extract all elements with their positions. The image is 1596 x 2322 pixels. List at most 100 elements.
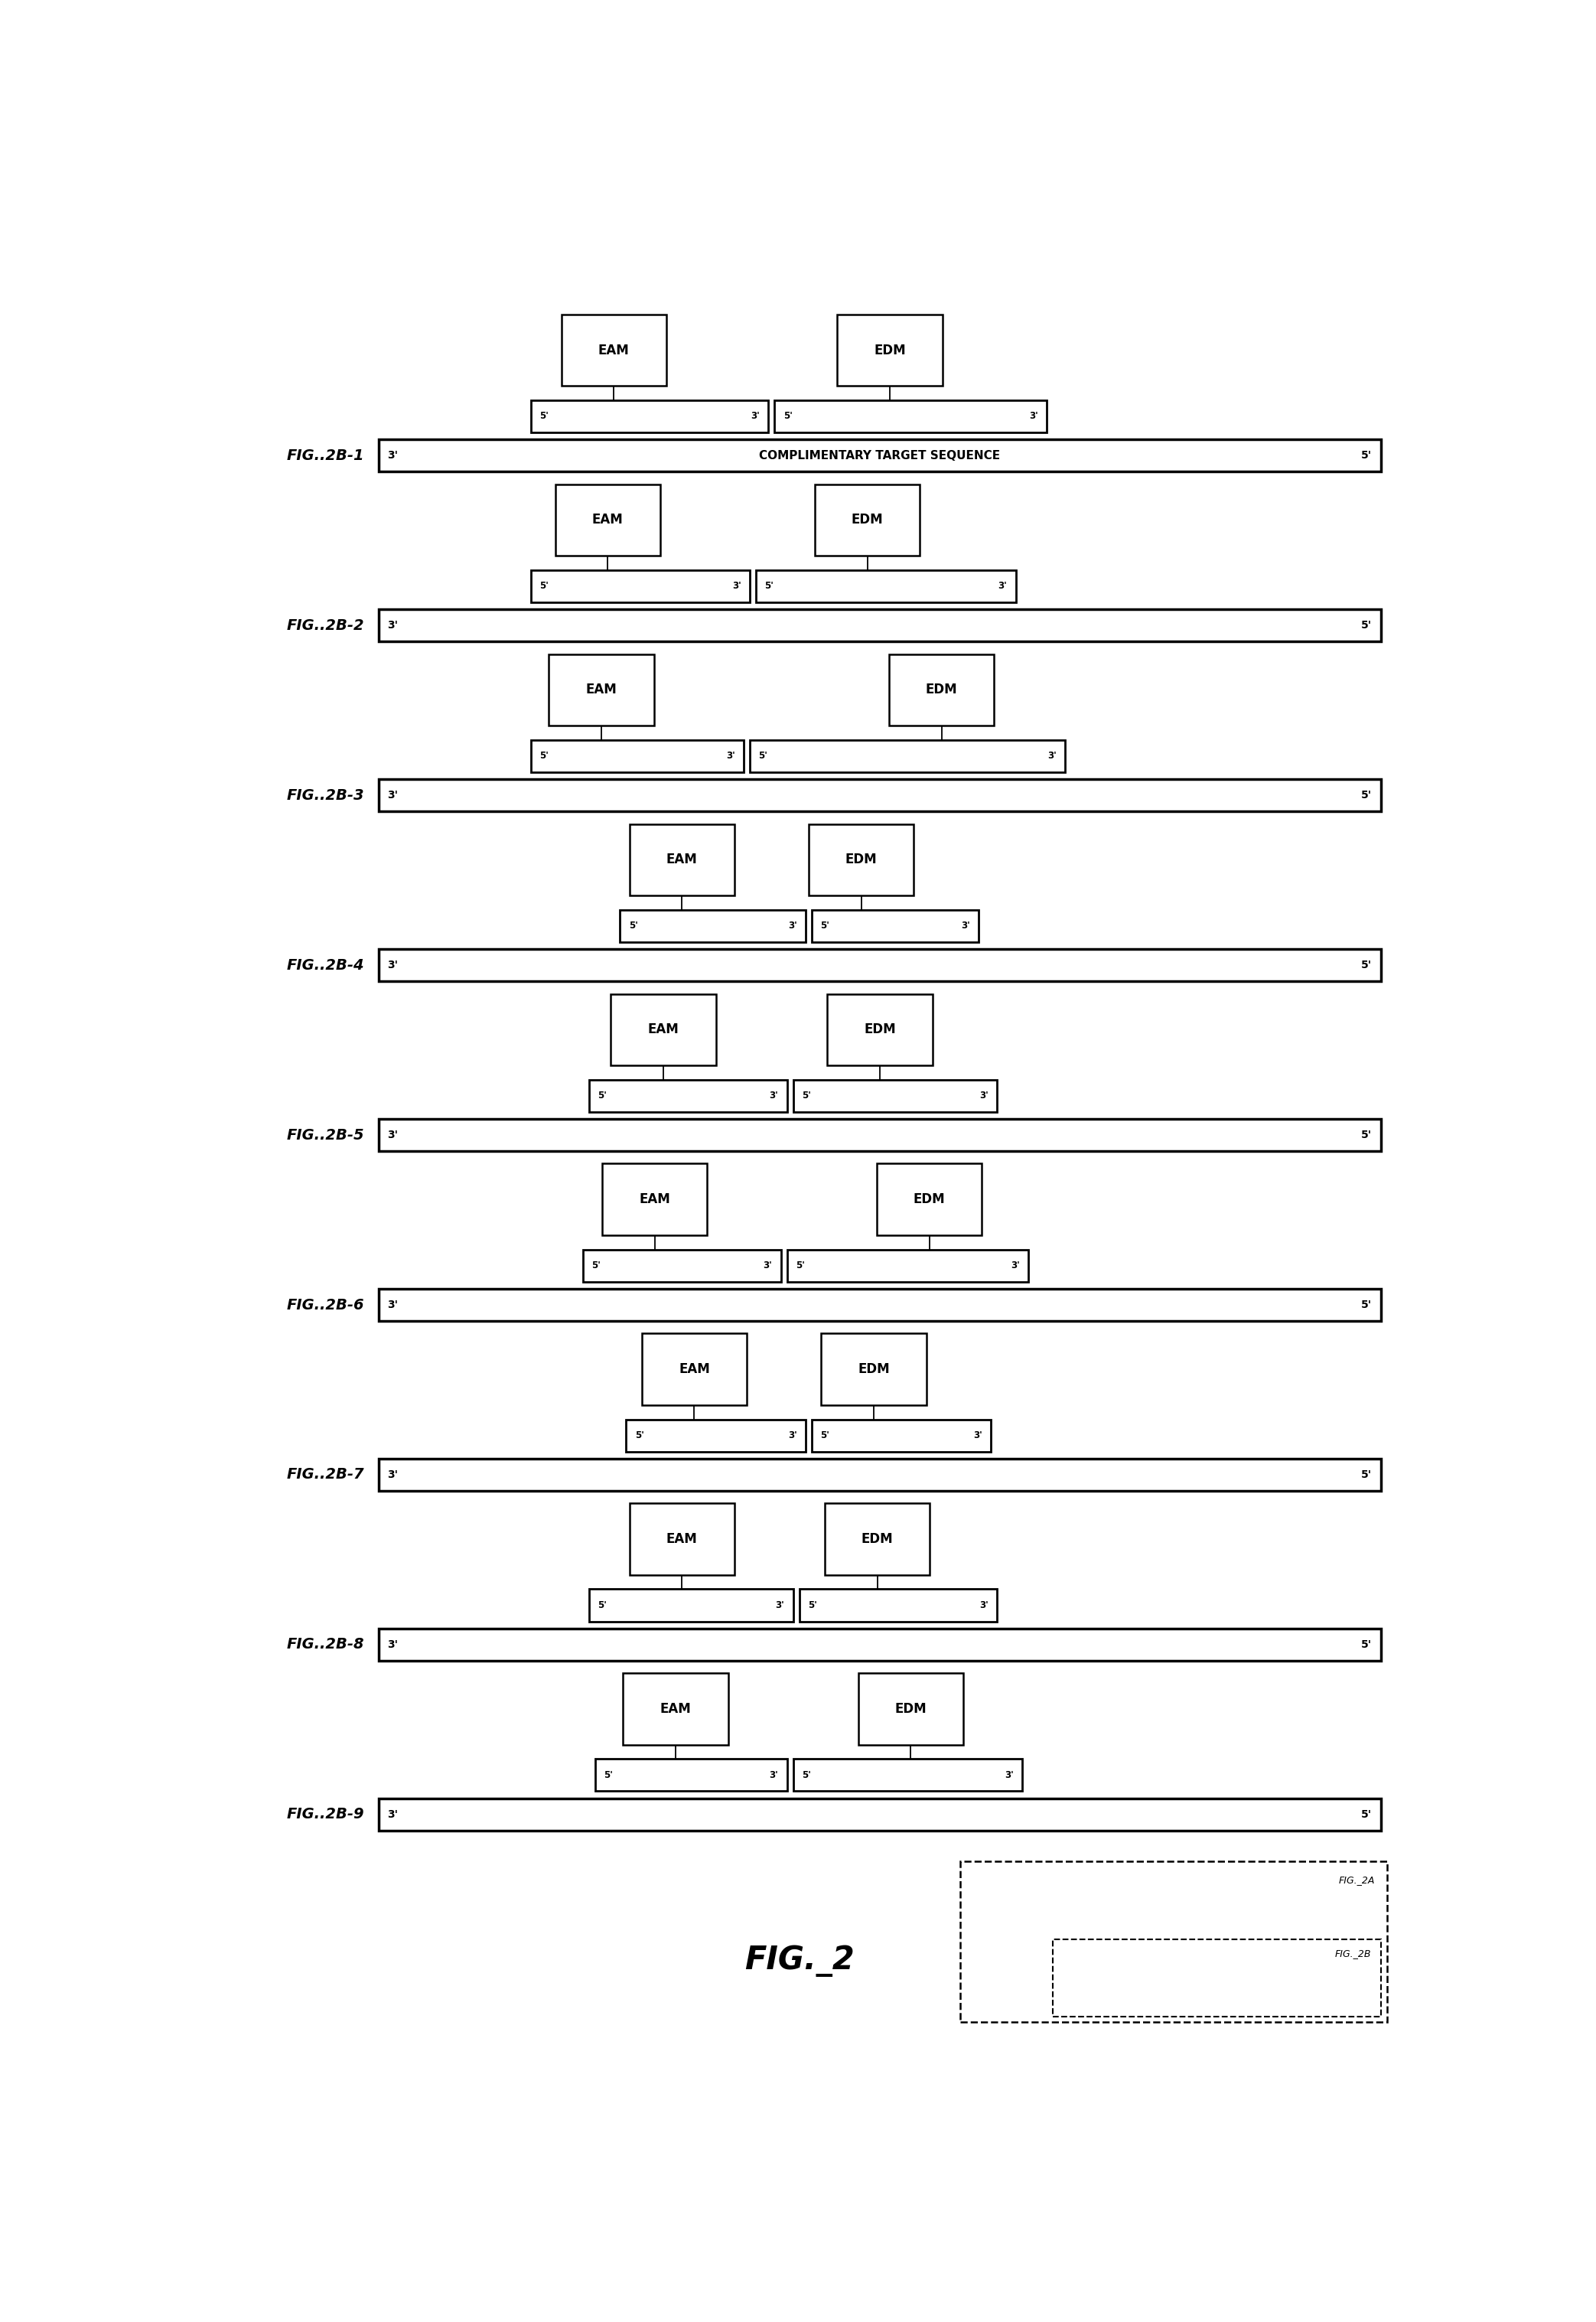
Text: FIG..2B-2: FIG..2B-2 bbox=[286, 618, 364, 634]
Text: FIG._2: FIG._2 bbox=[744, 1944, 854, 1976]
Bar bbox=[820, 1333, 926, 1405]
Text: 5': 5' bbox=[539, 750, 549, 762]
Text: 5': 5' bbox=[1361, 1809, 1373, 1820]
Text: FIG._2A: FIG._2A bbox=[1339, 1876, 1374, 1885]
Bar bbox=[816, 485, 919, 555]
Text: 5': 5' bbox=[801, 1769, 811, 1781]
Text: EDM: EDM bbox=[863, 1022, 895, 1036]
Bar bbox=[876, 1163, 982, 1235]
Text: FIG..2B-9: FIG..2B-9 bbox=[286, 1807, 364, 1823]
Text: 3': 3' bbox=[980, 1091, 988, 1101]
Text: 5': 5' bbox=[801, 1091, 811, 1101]
Text: 3': 3' bbox=[769, 1769, 779, 1781]
Text: 5': 5' bbox=[598, 1600, 606, 1609]
Bar bbox=[629, 1502, 734, 1574]
Bar bbox=[838, 313, 942, 385]
Text: 3': 3' bbox=[388, 1809, 399, 1820]
Bar bbox=[800, 1588, 998, 1621]
Text: 3': 3' bbox=[388, 1470, 399, 1479]
Bar bbox=[750, 741, 1066, 773]
Text: EAM: EAM bbox=[586, 683, 618, 697]
Bar bbox=[378, 950, 1381, 982]
Bar bbox=[793, 1080, 998, 1112]
Text: 3': 3' bbox=[726, 750, 736, 762]
Bar bbox=[622, 1674, 728, 1744]
Bar bbox=[583, 1249, 780, 1282]
Text: 5': 5' bbox=[592, 1261, 600, 1270]
Text: EDM: EDM bbox=[913, 1194, 945, 1207]
Text: 3': 3' bbox=[763, 1261, 772, 1270]
Bar bbox=[562, 313, 667, 385]
Bar bbox=[793, 1760, 1021, 1790]
Text: 3': 3' bbox=[733, 580, 741, 592]
Bar bbox=[378, 608, 1381, 641]
Bar bbox=[531, 399, 769, 432]
Bar bbox=[531, 741, 744, 773]
Text: 5': 5' bbox=[629, 922, 638, 931]
Text: 3': 3' bbox=[1004, 1769, 1013, 1781]
Bar bbox=[859, 1674, 964, 1744]
Text: 3': 3' bbox=[388, 959, 399, 971]
Bar bbox=[757, 571, 1015, 601]
Text: 5': 5' bbox=[1361, 620, 1373, 632]
Bar bbox=[619, 910, 806, 943]
Text: 5': 5' bbox=[539, 580, 549, 592]
Bar bbox=[378, 1628, 1381, 1660]
Bar bbox=[825, 1502, 930, 1574]
Text: FIG._2B: FIG._2B bbox=[1334, 1948, 1371, 1957]
Text: EDM: EDM bbox=[857, 1363, 889, 1377]
Text: EAM: EAM bbox=[661, 1702, 691, 1716]
Bar bbox=[378, 1458, 1381, 1491]
Text: 5': 5' bbox=[598, 1091, 606, 1101]
Text: EDM: EDM bbox=[846, 852, 878, 866]
Text: 5': 5' bbox=[820, 1430, 830, 1440]
Bar bbox=[787, 1249, 1028, 1282]
Text: EAM: EAM bbox=[678, 1363, 710, 1377]
Text: EDM: EDM bbox=[926, 683, 958, 697]
Text: 5': 5' bbox=[1361, 450, 1373, 462]
Text: 3': 3' bbox=[388, 450, 399, 462]
Text: 3': 3' bbox=[388, 1639, 399, 1651]
Bar bbox=[531, 571, 750, 601]
Text: 3': 3' bbox=[1010, 1261, 1020, 1270]
Text: 5': 5' bbox=[1361, 1639, 1373, 1651]
Text: 5': 5' bbox=[820, 922, 830, 931]
Bar bbox=[378, 1800, 1381, 1830]
Text: COMPLIMENTARY TARGET SEQUENCE: COMPLIMENTARY TARGET SEQUENCE bbox=[760, 450, 1001, 462]
Text: FIG..2B-1: FIG..2B-1 bbox=[286, 448, 364, 462]
Text: EAM: EAM bbox=[592, 513, 624, 527]
Text: 3': 3' bbox=[769, 1091, 779, 1101]
Text: EAM: EAM bbox=[666, 1533, 697, 1546]
Bar bbox=[602, 1163, 707, 1235]
Text: EDM: EDM bbox=[873, 344, 905, 358]
Bar bbox=[1053, 1939, 1381, 2015]
Bar bbox=[378, 1289, 1381, 1321]
Text: EAM: EAM bbox=[648, 1022, 678, 1036]
Text: 3': 3' bbox=[980, 1600, 988, 1609]
Text: 5': 5' bbox=[1361, 1300, 1373, 1310]
Text: 3': 3' bbox=[961, 922, 970, 931]
Bar bbox=[378, 439, 1381, 471]
Text: EAM: EAM bbox=[638, 1194, 670, 1207]
Text: 3': 3' bbox=[788, 1430, 796, 1440]
Text: 3': 3' bbox=[750, 411, 760, 420]
Bar bbox=[611, 994, 717, 1066]
Text: 3': 3' bbox=[388, 1131, 399, 1140]
Text: 3': 3' bbox=[998, 580, 1007, 592]
Bar bbox=[774, 399, 1047, 432]
Text: EDM: EDM bbox=[895, 1702, 927, 1716]
Text: 5': 5' bbox=[1361, 1470, 1373, 1479]
Text: EDM: EDM bbox=[862, 1533, 894, 1546]
Text: 3': 3' bbox=[388, 620, 399, 632]
Bar bbox=[589, 1588, 793, 1621]
Bar bbox=[555, 485, 661, 555]
Text: 3': 3' bbox=[974, 1430, 983, 1440]
Bar bbox=[812, 910, 978, 943]
Bar bbox=[378, 1119, 1381, 1152]
Bar bbox=[626, 1419, 806, 1451]
Text: 5': 5' bbox=[1361, 789, 1373, 801]
Text: 3': 3' bbox=[388, 1300, 399, 1310]
Text: 3': 3' bbox=[1047, 750, 1057, 762]
Text: 5': 5' bbox=[635, 1430, 643, 1440]
Bar bbox=[595, 1760, 787, 1790]
